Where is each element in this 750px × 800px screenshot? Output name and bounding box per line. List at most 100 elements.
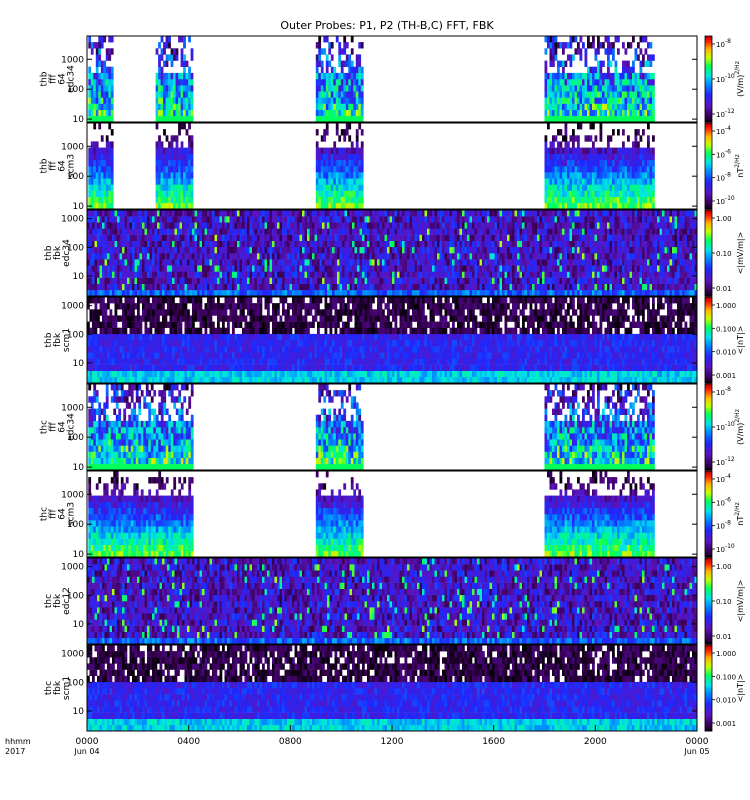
y-axis-label-line: 64	[58, 73, 68, 85]
time-format-label: hhmm	[5, 737, 31, 746]
colorbar-tick-label: 0.100	[716, 325, 736, 333]
y-tick-label: 10	[73, 550, 85, 560]
colorbar-tick-label: 10-12	[716, 456, 735, 467]
colorbar-tick-label: 1.000	[716, 650, 736, 658]
spectrogram-panel: 1000 100 10 thc fff 64 scm3 10-4 10-6 10-8 10-10 nT…	[40, 470, 745, 560]
y-axis-label-line: thb	[40, 71, 50, 86]
y-axis-label-line: edc34	[67, 413, 77, 441]
y-axis-label-line: 64	[58, 508, 68, 520]
y-axis-label-line: thb	[40, 158, 50, 173]
y-axis-label-line: edc34	[67, 65, 77, 93]
colorbar-tick-label: 1.000	[716, 302, 736, 310]
y-tick-label: 1000	[61, 302, 84, 312]
colorbar-tick-label: 0.010	[716, 349, 736, 357]
colorbar: 1.000 0.100 0.010 0.001 <|nT|>	[704, 296, 745, 384]
x-tick-label: 0000	[76, 737, 99, 747]
y-tick-label: 10	[73, 115, 85, 125]
y-axis-label-line: thc	[40, 420, 50, 434]
year-label: 2017	[5, 747, 25, 756]
spectrogram-image	[87, 645, 698, 732]
colorbar-tick-label: 0.01	[716, 285, 732, 293]
colorbar-tick-label: 10-6	[716, 496, 731, 507]
y-tick-label: 100	[67, 330, 84, 340]
y-axis-label-line: scm1	[62, 676, 72, 700]
y-axis-label-line: thb	[44, 332, 54, 347]
colorbar-tick-label: 10-8	[716, 172, 731, 183]
colorbar-tick-label: 0.001	[716, 720, 736, 728]
y-tick-label: 100	[67, 172, 84, 182]
x-tick-label: 0000	[686, 737, 709, 747]
y-tick-label: 10	[73, 463, 85, 473]
colorbar-tick-label: 10-10	[716, 73, 735, 84]
spectrogram-panel: 1000 100 10 thc fff 64 edc34 10-8 10-10 10-12 (V/m…	[40, 383, 745, 473]
colorbar-label: nT2/Hz	[734, 502, 745, 525]
colorbar-tick-label: 0.10	[716, 250, 732, 258]
colorbar-tick-label: 10-12	[716, 108, 735, 119]
y-axis-label-line: scm3	[67, 154, 77, 178]
colorbar-tick-label: 0.10	[716, 598, 732, 606]
panel-frame	[86, 383, 698, 471]
y-axis-label-line: fbk	[53, 245, 63, 260]
y-axis-label-line: edc34	[62, 239, 72, 267]
spectrogram-panel: 1000 100 10 thb fbk edc34 1.00 0.10 0.01 <|mV/m|>	[44, 209, 745, 297]
panel-frame	[86, 122, 698, 210]
y-axis-label-line: thc	[40, 507, 50, 521]
y-axis-label-line: fff	[49, 73, 59, 83]
colorbar-tick-label: 0.001	[716, 372, 736, 380]
start-date-label: Jun 04	[73, 747, 99, 756]
y-tick-label: 1000	[61, 215, 84, 225]
y-axis-label-line: 64	[58, 160, 68, 172]
y-tick-label: 10	[73, 620, 85, 630]
spectrogram-image	[87, 558, 698, 645]
panel-frame	[86, 296, 698, 384]
colorbar-label: <|mV/m|>	[736, 232, 745, 275]
y-axis-label-line: scm1	[62, 328, 72, 352]
colorbar-tick-label: 10-10	[716, 543, 735, 554]
colorbar-tick-label: 10-10	[716, 195, 735, 206]
colorbar-tick-label: 0.010	[716, 697, 736, 705]
y-axis-label-line: thc	[44, 681, 54, 695]
spectrogram-image	[88, 123, 655, 210]
spectrogram-panel: 1000 100 10 thb fbk scm1 1.000 0.100 0.010 0.001 <…	[44, 296, 745, 384]
y-axis-label-line: edc12	[62, 587, 72, 615]
colorbar-tick-label: 1.00	[716, 215, 732, 223]
spectrogram-image	[87, 297, 698, 384]
spectrogram-image	[88, 471, 655, 558]
colorbar-tick-label: 10-8	[716, 520, 731, 531]
y-tick-label: 100	[67, 520, 84, 530]
spectrogram-panel: 1000 100 10 thb fff 64 edc34 10-8 10-10 10-12 (V/m…	[40, 35, 745, 125]
y-axis-label-line: scm3	[67, 502, 77, 526]
y-tick-label: 10	[73, 202, 85, 212]
y-axis-label-line: fff	[49, 508, 59, 518]
colorbar: 10-4 10-6 10-8 10-10 nT2/Hz	[704, 122, 745, 210]
colorbar: 1.00 0.10 0.01 <|mV/m|>	[704, 209, 745, 297]
colorbar-tick-label: 10-10	[716, 421, 735, 432]
x-tick-label: 0400	[177, 737, 200, 747]
y-tick-label: 10	[73, 707, 85, 717]
x-tick-label: 1600	[482, 737, 505, 747]
colorbar-tick-label: 10-4	[716, 473, 731, 484]
x-tick-label: 2000	[584, 737, 607, 747]
colorbar: 10-8 10-10 10-12 (V/m)2/Hz	[704, 35, 745, 123]
y-tick-label: 10	[73, 359, 85, 369]
colorbar-label: (V/m)2/Hz	[734, 61, 745, 97]
panel-frame	[86, 209, 698, 297]
y-tick-label: 100	[67, 678, 84, 688]
spectrogram-panel: 1000 100 10 thb fff 64 scm3 10-4 10-6 10-8 10-10 nT…	[40, 122, 745, 212]
colorbar-label: (V/m)2/Hz	[734, 409, 745, 445]
colorbar-label: nT2/Hz	[734, 154, 745, 177]
colorbar: 1.000 0.100 0.010 0.001 <|nT|>	[704, 644, 745, 732]
colorbar-tick-label: 10-8	[716, 386, 731, 397]
x-tick-label: 1200	[381, 737, 404, 747]
colorbar-tick-label: 0.100	[716, 673, 736, 681]
y-tick-label: 1000	[61, 55, 84, 65]
y-tick-label: 1000	[61, 490, 84, 500]
y-tick-label: 1000	[61, 650, 84, 660]
y-axis-label-line: fbk	[53, 332, 63, 347]
y-tick-label: 100	[67, 243, 84, 253]
colorbar-label: <|nT|>	[736, 326, 745, 355]
y-tick-label: 1000	[61, 563, 84, 573]
